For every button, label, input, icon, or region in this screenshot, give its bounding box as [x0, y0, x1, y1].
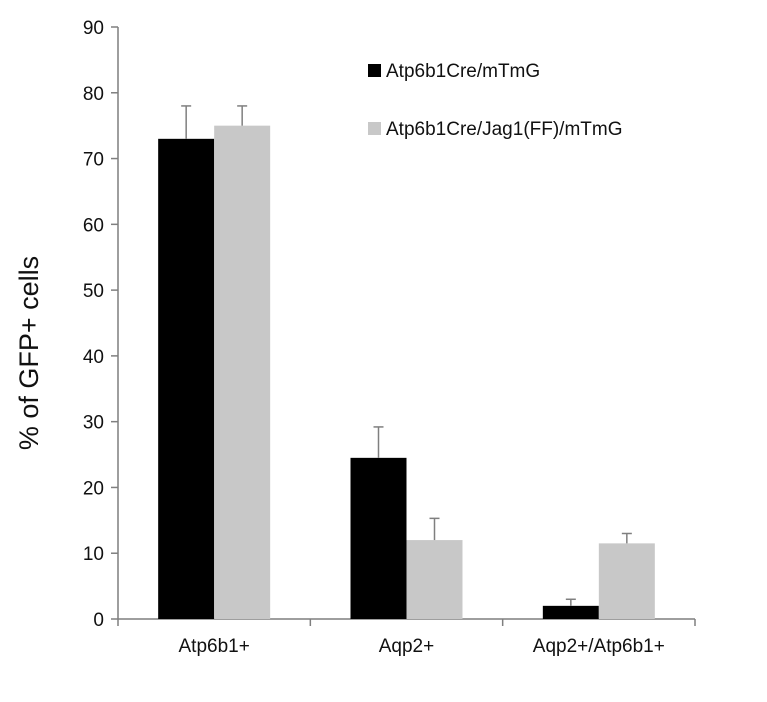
legend-swatch: [368, 64, 381, 77]
y-tick-label: 30: [83, 413, 104, 434]
x-axis: Atp6b1+ Aqp2+ Aqp2+/Atp6b1+: [117, 618, 696, 657]
y-tick-label: 60: [83, 215, 104, 236]
y-tick-label: 70: [83, 150, 104, 171]
legend: Atp6b1Cre/mTmG Atp6b1Cre/Jag1(FF)/mTmG: [368, 61, 623, 140]
y-axis: 0 10 20 30 40 50 60 70 80 90: [83, 18, 119, 631]
x-tick-label: Atp6b1+: [179, 636, 250, 657]
bar: [158, 138, 215, 620]
bar: [406, 540, 463, 619]
x-tick-label: Aqp2+: [379, 636, 434, 657]
bars: [158, 105, 655, 620]
y-tick-label: 50: [83, 281, 104, 302]
legend-label: Atp6b1Cre/Jag1(FF)/mTmG: [386, 119, 623, 140]
bar: [598, 543, 655, 619]
y-tick-label: 10: [83, 544, 104, 565]
legend-swatch: [368, 122, 381, 135]
y-axis-title: % of GFP+ cells: [14, 256, 44, 450]
legend-label: Atp6b1Cre/mTmG: [386, 61, 540, 82]
x-tick-label: Aqp2+/Atp6b1+: [533, 636, 665, 657]
y-tick-label: 40: [83, 347, 104, 368]
y-tick-label: 20: [83, 478, 104, 499]
y-tick-label: 90: [83, 18, 104, 39]
y-tick-label: 80: [83, 84, 104, 105]
bar: [542, 605, 599, 619]
y-tick-label: 0: [93, 610, 104, 631]
bar: [214, 125, 271, 620]
bar: [350, 457, 407, 619]
